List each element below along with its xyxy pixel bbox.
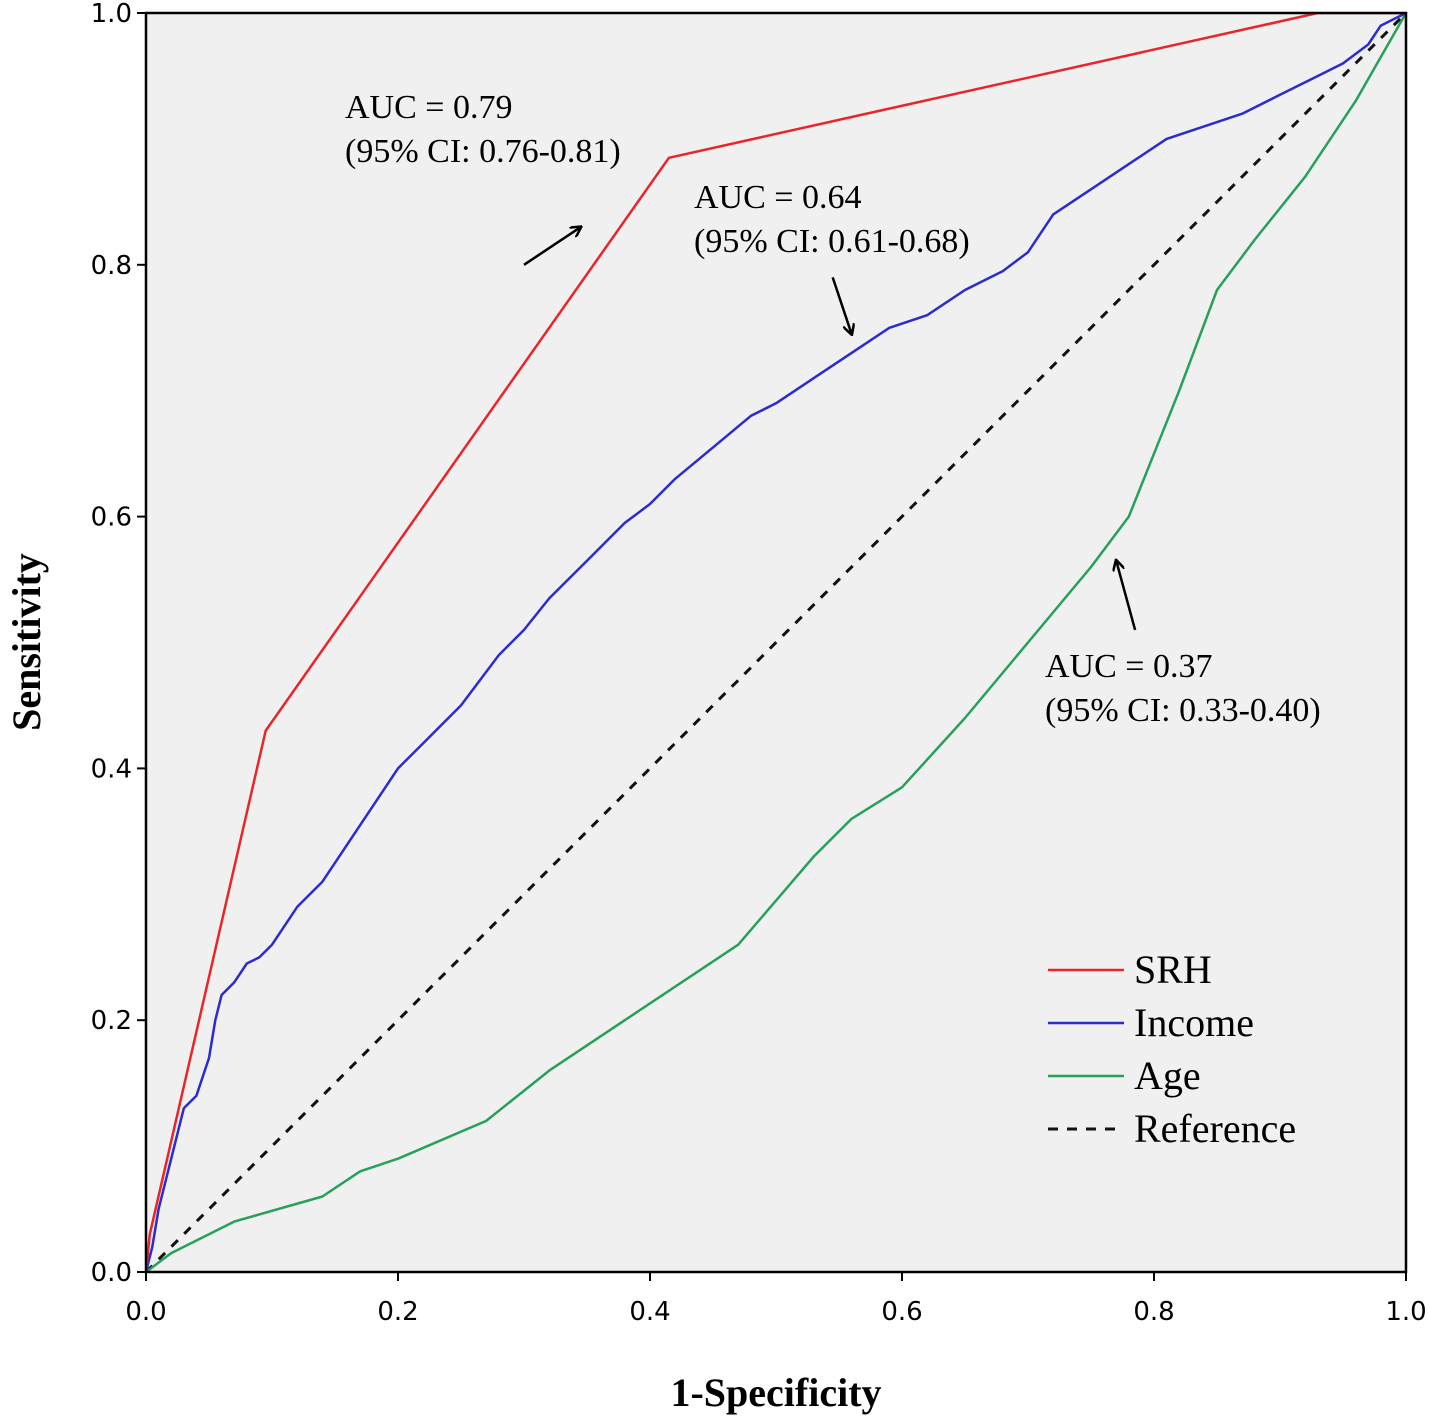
y-axis: 0.0 0.2 0.4 0.6 0.8 1.0: [91, 0, 146, 1288]
annotation-income-auc: AUC = 0.64: [694, 179, 861, 216]
y-tick-label: 0.8: [91, 251, 132, 281]
annotation-srh-ci: (95% CI: 0.76-0.81): [345, 133, 621, 170]
annotation-income-arrow: [831, 276, 852, 334]
y-tick-label: 0.4: [91, 754, 132, 784]
x-tick-label: 1.0: [1385, 1297, 1426, 1327]
annotation-income-ci: (95% CI: 0.61-0.68): [694, 223, 970, 260]
legend-item-age: Age: [1048, 1053, 1201, 1098]
legend-label: Age: [1134, 1053, 1201, 1098]
y-tick-label: 0.0: [91, 1258, 132, 1288]
series-line-srh: [146, 13, 1406, 1272]
y-tick-label: 1.0: [91, 0, 132, 29]
legend-item-srh: SRH: [1048, 947, 1212, 992]
plot-frame: [144, 11, 1408, 1274]
annotation-srh: AUC = 0.79 (95% CI: 0.76-0.81): [345, 89, 621, 266]
x-tick-label: 0.6: [881, 1297, 922, 1327]
x-tick-label: 0.0: [125, 1297, 166, 1327]
x-axis-title: 1-Specificity: [670, 1370, 881, 1415]
annotation-age-arrow: [1116, 561, 1137, 631]
legend-label: Income: [1134, 1000, 1254, 1045]
annotation-layer: AUC = 0.79 (95% CI: 0.76-0.81) AUC = 0.64 (…: [345, 89, 1321, 729]
x-axis: 0.0 0.2 0.4 0.6 0.8 1.0: [125, 1272, 1427, 1327]
y-axis-title: Sensitivity: [4, 553, 49, 731]
annotation-age-ci: (95% CI: 0.33-0.40): [1045, 692, 1321, 729]
y-tick-label: 0.2: [91, 1006, 132, 1036]
annotation-income: AUC = 0.64 (95% CI: 0.61-0.68): [694, 179, 970, 334]
legend-item-income: Income: [1048, 1000, 1254, 1045]
annotation-srh-arrow: [523, 227, 581, 266]
series-line-reference: [146, 13, 1406, 1272]
series-line-age: [146, 13, 1406, 1272]
annotation-srh-auc: AUC = 0.79: [345, 89, 512, 126]
annotation-age-auc: AUC = 0.37: [1045, 648, 1212, 685]
legend: SRH Income Age Reference: [1048, 947, 1296, 1151]
y-tick-label: 0.6: [91, 503, 132, 533]
x-tick-label: 0.2: [377, 1297, 418, 1327]
legend-label: SRH: [1134, 947, 1212, 992]
series-layer: [146, 13, 1406, 1272]
x-tick-label: 0.8: [1133, 1297, 1174, 1327]
series-line-income: [146, 13, 1406, 1272]
legend-item-reference: Reference: [1048, 1106, 1296, 1151]
legend-label: Reference: [1134, 1106, 1296, 1151]
annotation-age: AUC = 0.37 (95% CI: 0.33-0.40): [1045, 561, 1321, 729]
x-tick-label: 0.4: [629, 1297, 670, 1327]
